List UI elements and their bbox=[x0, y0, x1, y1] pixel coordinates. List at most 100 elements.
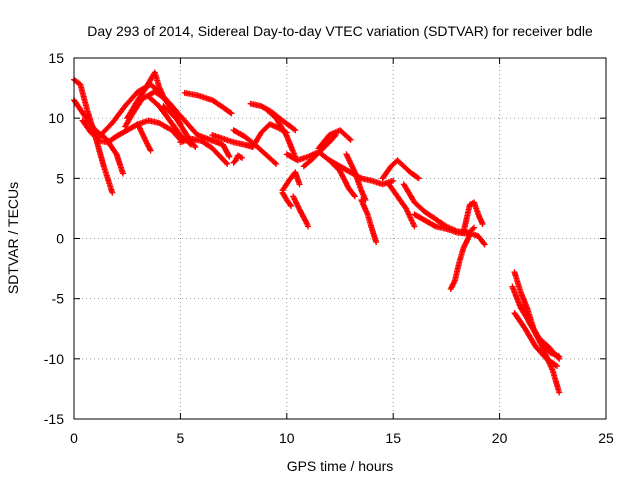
data-point-marks bbox=[249, 131, 264, 150]
data-point-mark bbox=[556, 389, 563, 396]
data-point-marks bbox=[279, 189, 289, 202]
data-point-marks bbox=[113, 151, 126, 175]
data-point-marks bbox=[326, 157, 342, 173]
data-point-marks bbox=[466, 200, 476, 208]
y-tick-label: 0 bbox=[56, 231, 64, 247]
series-trace-18 bbox=[249, 121, 290, 150]
data-point-marks bbox=[124, 102, 138, 122]
data-point-marks bbox=[309, 148, 323, 163]
series-trace-9 bbox=[160, 103, 199, 151]
data-point-mark bbox=[554, 363, 561, 370]
series-trace-26 bbox=[343, 151, 369, 203]
data-point-marks bbox=[411, 199, 427, 214]
data-point-marks bbox=[337, 163, 353, 175]
x-axis-label: GPS time / hours bbox=[287, 458, 394, 474]
data-point-marks bbox=[209, 145, 230, 166]
data-point-marks bbox=[145, 93, 161, 109]
data-point-marks bbox=[230, 127, 246, 139]
series-trace-17 bbox=[262, 105, 299, 160]
data-point-marks bbox=[181, 89, 199, 98]
series-trace-25 bbox=[326, 157, 358, 200]
data-point-mark bbox=[556, 355, 563, 362]
data-point-mark bbox=[373, 239, 380, 246]
data-point-marks bbox=[160, 103, 178, 121]
data-point-mark bbox=[481, 241, 488, 248]
series-trace-15 bbox=[230, 152, 246, 166]
data-point-mark bbox=[109, 189, 116, 196]
data-point-marks bbox=[411, 211, 427, 223]
data-point-marks bbox=[522, 325, 538, 349]
data-point-marks bbox=[113, 128, 129, 140]
data-point-marks bbox=[534, 334, 551, 349]
y-tick-label: -5 bbox=[52, 291, 65, 307]
data-point-mark bbox=[296, 181, 303, 188]
data-point-mark bbox=[228, 110, 235, 117]
data-point-marks bbox=[134, 121, 149, 144]
data-point-marks bbox=[168, 127, 183, 142]
data-point-marks bbox=[400, 163, 412, 175]
data-point-marks bbox=[451, 261, 462, 284]
series-trace-32 bbox=[460, 199, 486, 236]
data-point-marks bbox=[300, 157, 315, 170]
data-point-mark bbox=[411, 223, 418, 230]
data-point-marks bbox=[290, 148, 298, 159]
chart-title: Day 293 of 2014, Sidereal Day-to-day VTE… bbox=[87, 23, 593, 39]
data-point-marks bbox=[156, 103, 172, 123]
series-trace-20 bbox=[279, 169, 303, 194]
data-point-marks bbox=[105, 134, 119, 146]
y-tick-label: -10 bbox=[44, 351, 64, 367]
data-point-marks bbox=[166, 117, 183, 137]
data-point-marks bbox=[343, 151, 358, 174]
data-point-mark bbox=[471, 224, 478, 231]
data-point-marks bbox=[209, 97, 225, 110]
series-trace-37 bbox=[517, 301, 563, 362]
series-trace-30 bbox=[400, 181, 488, 248]
data-point-marks bbox=[262, 105, 278, 121]
data-point-marks bbox=[545, 343, 562, 361]
data-point-marks bbox=[460, 203, 473, 236]
data-point-marks bbox=[156, 120, 174, 133]
data-point-mark bbox=[239, 154, 246, 161]
data-point-mark bbox=[305, 223, 312, 230]
data-point-marks bbox=[198, 138, 214, 151]
data-point-marks bbox=[475, 233, 487, 247]
data-point-marks bbox=[100, 163, 115, 195]
data-point-marks bbox=[262, 151, 278, 166]
data-point-marks bbox=[317, 140, 332, 154]
data-point-marks bbox=[394, 157, 406, 169]
data-point-marks bbox=[464, 225, 476, 237]
x-tick-label: 5 bbox=[177, 430, 185, 446]
data-point-marks bbox=[77, 81, 90, 110]
data-point-marks bbox=[337, 127, 353, 142]
data-point-mark bbox=[292, 127, 299, 134]
data-point-marks bbox=[358, 197, 370, 216]
data-point-mark bbox=[390, 177, 397, 184]
data-point-marks bbox=[232, 154, 241, 164]
data-point-marks bbox=[230, 158, 238, 166]
data-point-marks bbox=[543, 355, 559, 369]
data-point-marks bbox=[109, 104, 128, 126]
data-point-mark bbox=[283, 129, 290, 136]
data-point-mark bbox=[466, 231, 473, 238]
data-point-mark bbox=[415, 175, 422, 182]
data-point-marks bbox=[290, 193, 302, 212]
series-trace-22 bbox=[290, 193, 312, 230]
y-axis-label: SDTVAR / TECUs bbox=[5, 182, 21, 294]
data-point-mark bbox=[273, 160, 280, 167]
x-tick-label: 25 bbox=[598, 430, 614, 446]
y-tick-label: 5 bbox=[56, 170, 64, 186]
data-point-marks bbox=[351, 169, 364, 192]
data-point-marks bbox=[283, 133, 296, 154]
data-point-marks bbox=[81, 112, 98, 132]
data-point-marks bbox=[517, 289, 530, 310]
data-point-marks bbox=[181, 117, 200, 137]
data-point-marks bbox=[234, 152, 244, 161]
data-point-mark bbox=[226, 153, 233, 160]
data-point-marks bbox=[400, 181, 417, 204]
data-point-mark bbox=[479, 221, 486, 228]
series-trace-11 bbox=[177, 135, 231, 167]
data-point-marks bbox=[385, 181, 400, 198]
data-point-marks bbox=[124, 121, 140, 134]
data-point-marks bbox=[168, 103, 187, 123]
